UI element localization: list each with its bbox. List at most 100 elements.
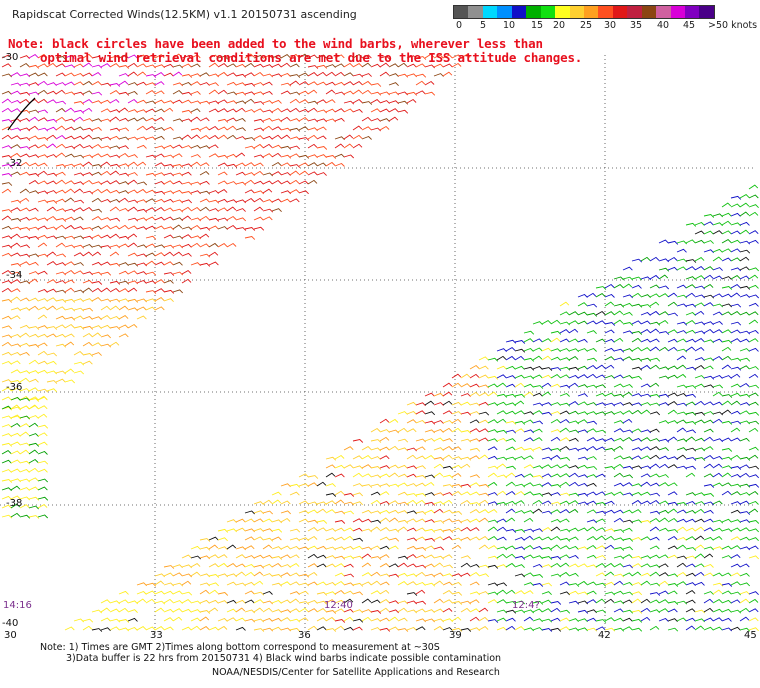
wind-barb — [226, 581, 237, 586]
wind-barb — [46, 279, 57, 284]
wind-barb — [523, 545, 534, 550]
wind-barb — [10, 135, 21, 140]
wind-barb — [19, 207, 30, 212]
wind-barb — [685, 555, 697, 560]
wind-barb — [712, 472, 723, 478]
wind-barb — [145, 189, 156, 194]
wind-barb — [730, 554, 741, 559]
wind-barb — [694, 437, 705, 442]
wind-barb — [280, 581, 291, 586]
wind-barb — [469, 502, 481, 506]
wind-barb — [559, 457, 571, 461]
wind-barb — [451, 464, 462, 469]
wind-barb — [163, 279, 174, 284]
wind-barb — [307, 107, 318, 113]
wind-barb — [640, 563, 651, 568]
wind-barb — [703, 274, 714, 280]
wind-barb — [82, 99, 93, 104]
wind-barb — [253, 118, 265, 123]
wind-barb — [37, 242, 48, 248]
wind-barb — [532, 392, 543, 397]
wind-barb — [676, 266, 687, 271]
wind-barb — [712, 311, 723, 316]
wind-barb — [55, 235, 67, 240]
wind-barb — [568, 410, 579, 415]
wind-barb — [28, 449, 39, 455]
wind-barb — [361, 464, 372, 469]
wind-barb — [235, 626, 246, 631]
wind-barb — [640, 276, 652, 281]
wind-barb — [64, 126, 75, 131]
wind-barb — [721, 572, 732, 577]
wind-barb — [406, 73, 418, 78]
wind-barb — [676, 518, 687, 523]
wind-barb — [325, 89, 336, 95]
wind-barb — [739, 464, 750, 469]
wind-barb — [424, 438, 435, 442]
wind-barb — [550, 607, 561, 613]
wind-barb — [505, 383, 516, 388]
wind-barb — [181, 278, 192, 284]
wind-barb — [1, 387, 12, 392]
wind-barb — [37, 180, 48, 185]
wind-barb — [694, 294, 706, 299]
wind-barb — [91, 261, 102, 266]
wind-barb — [91, 81, 102, 86]
wind-barb — [595, 609, 607, 614]
wind-barb — [289, 170, 300, 176]
wind-barb — [334, 490, 345, 496]
wind-barb — [352, 465, 364, 470]
wind-barb — [10, 360, 21, 365]
wind-barb — [523, 411, 534, 416]
wind-barb — [469, 428, 480, 433]
wind-barb — [541, 556, 553, 560]
wind-barb — [748, 373, 759, 379]
wind-barb — [262, 499, 273, 505]
wind-barb — [730, 230, 741, 235]
wind-barb — [28, 378, 39, 383]
wind-barb — [658, 572, 669, 577]
wind-barb — [10, 415, 22, 420]
wind-barb — [523, 419, 534, 424]
wind-barb — [604, 535, 615, 541]
wind-barb — [73, 188, 84, 194]
wind-barb — [37, 162, 48, 167]
wind-barb — [658, 463, 669, 469]
wind-barb — [496, 626, 507, 631]
wind-barb — [154, 573, 166, 578]
wind-barb — [487, 438, 498, 443]
wind-barb — [640, 536, 651, 541]
wind-barb — [100, 153, 111, 158]
wind-barb — [703, 357, 715, 362]
scale-swatch-16 — [685, 6, 700, 18]
wind-barb — [478, 365, 489, 370]
wind-barb — [442, 564, 454, 569]
wind-barb — [298, 90, 309, 95]
wind-barb — [379, 100, 390, 104]
wind-barb — [82, 172, 93, 177]
wind-barb — [10, 512, 21, 518]
wind-barb — [334, 527, 345, 532]
wind-barb — [235, 181, 247, 186]
wind-barb — [523, 473, 534, 478]
wind-barb — [91, 188, 102, 194]
wind-barb — [37, 234, 48, 239]
wind-barb — [325, 161, 336, 167]
wind-barb — [739, 511, 751, 515]
wind-barb — [604, 562, 615, 568]
wind-barb — [514, 410, 525, 415]
wind-barb — [271, 562, 282, 568]
wind-barb — [325, 599, 336, 604]
wind-barb — [262, 188, 273, 194]
wind-barb — [136, 582, 148, 587]
wind-barb — [469, 455, 480, 460]
wind-barb — [55, 315, 66, 320]
wind-barb — [604, 581, 615, 586]
wind-barb — [343, 582, 355, 587]
wind-barb — [190, 563, 201, 568]
wind-barb — [739, 338, 750, 343]
wind-barb — [352, 518, 363, 523]
wind-barb — [118, 73, 129, 77]
wind-barb — [352, 472, 363, 478]
wind-barb — [73, 325, 85, 330]
